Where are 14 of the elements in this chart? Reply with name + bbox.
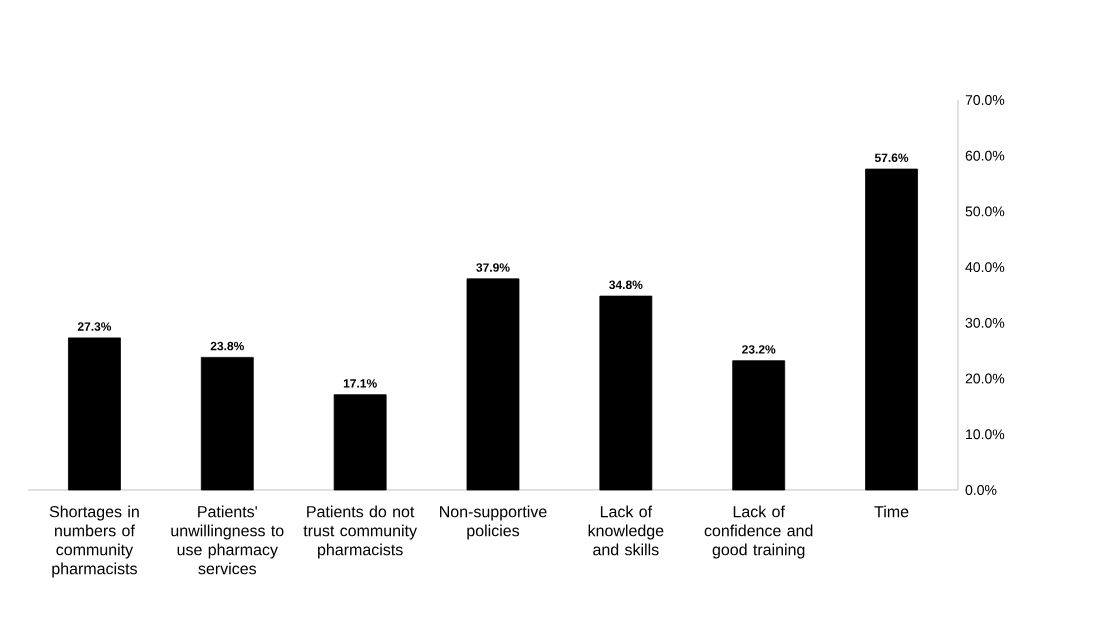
- x-tick-label: Non-supportive policies: [440, 505, 547, 540]
- bar: [599, 295, 653, 491]
- bar: [732, 360, 786, 491]
- x-tick-label: Lack of confidence and good training: [704, 505, 813, 559]
- bar: [466, 278, 520, 491]
- bar: [200, 356, 254, 491]
- x-tick-label: Patients' unwillingness to use pharmacy services: [171, 505, 284, 575]
- x-tick-label: Time: [874, 505, 909, 518]
- bar: [68, 337, 121, 491]
- x-tick-label: Shortages in numbers of community pharmacists: [49, 505, 139, 578]
- x-tick-label: Lack of knowledge and skills: [588, 505, 664, 556]
- bar: [865, 168, 918, 491]
- x-tick-label: Patients do not trust community pharmacists: [303, 505, 417, 559]
- bar: [333, 394, 387, 491]
